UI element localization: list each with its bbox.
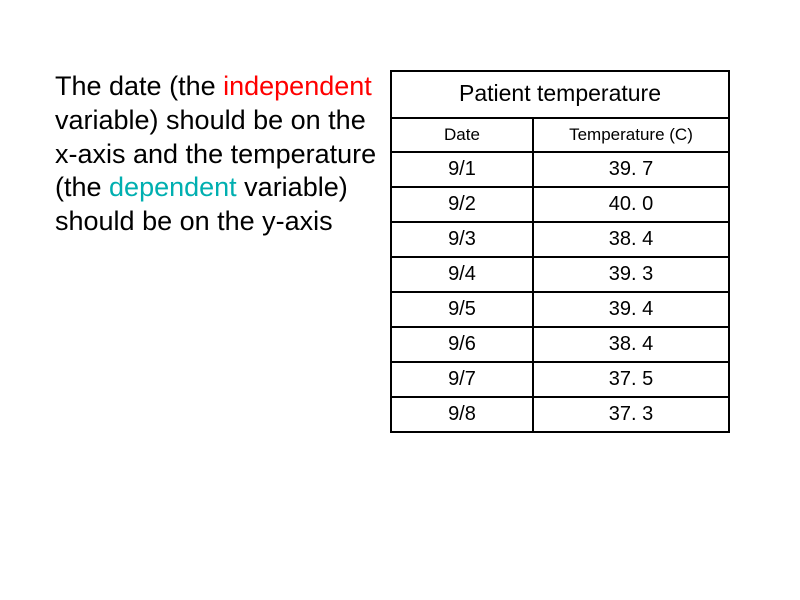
table-row: 9/6 38. 4 <box>391 327 729 362</box>
cell-date: 9/5 <box>391 292 533 327</box>
cell-temp: 39. 7 <box>533 152 729 187</box>
desc-lead: The date (the <box>55 71 223 101</box>
cell-date: 9/4 <box>391 257 533 292</box>
cell-temp: 38. 4 <box>533 222 729 257</box>
cell-temp: 40. 0 <box>533 187 729 222</box>
table-row: 9/1 39. 7 <box>391 152 729 187</box>
column-header-temp: Temperature (C) <box>533 118 729 152</box>
temperature-table: Patient temperature Date Temperature (C)… <box>390 70 730 433</box>
cell-temp: 37. 5 <box>533 362 729 397</box>
table-row: 9/2 40. 0 <box>391 187 729 222</box>
keyword-independent: independent <box>223 71 372 101</box>
table-row: 9/5 39. 4 <box>391 292 729 327</box>
cell-date: 9/2 <box>391 187 533 222</box>
table-row: 9/3 38. 4 <box>391 222 729 257</box>
table-row: 9/8 37. 3 <box>391 397 729 432</box>
table-title-row: Patient temperature <box>391 71 729 118</box>
cell-temp: 39. 4 <box>533 292 729 327</box>
table-title: Patient temperature <box>391 71 729 118</box>
cell-date: 9/8 <box>391 397 533 432</box>
keyword-dependent: dependent <box>109 172 237 202</box>
slide: The date (the independent variable) shou… <box>0 0 800 600</box>
cell-temp: 39. 3 <box>533 257 729 292</box>
cell-temp: 38. 4 <box>533 327 729 362</box>
cell-date: 9/3 <box>391 222 533 257</box>
cell-date: 9/7 <box>391 362 533 397</box>
description-text: The date (the independent variable) shou… <box>55 70 390 239</box>
column-header-date: Date <box>391 118 533 152</box>
cell-date: 9/1 <box>391 152 533 187</box>
temperature-table-container: Patient temperature Date Temperature (C)… <box>390 70 730 433</box>
cell-temp: 37. 3 <box>533 397 729 432</box>
table-row: 9/7 37. 5 <box>391 362 729 397</box>
table-header-row: Date Temperature (C) <box>391 118 729 152</box>
table-row: 9/4 39. 3 <box>391 257 729 292</box>
cell-date: 9/6 <box>391 327 533 362</box>
